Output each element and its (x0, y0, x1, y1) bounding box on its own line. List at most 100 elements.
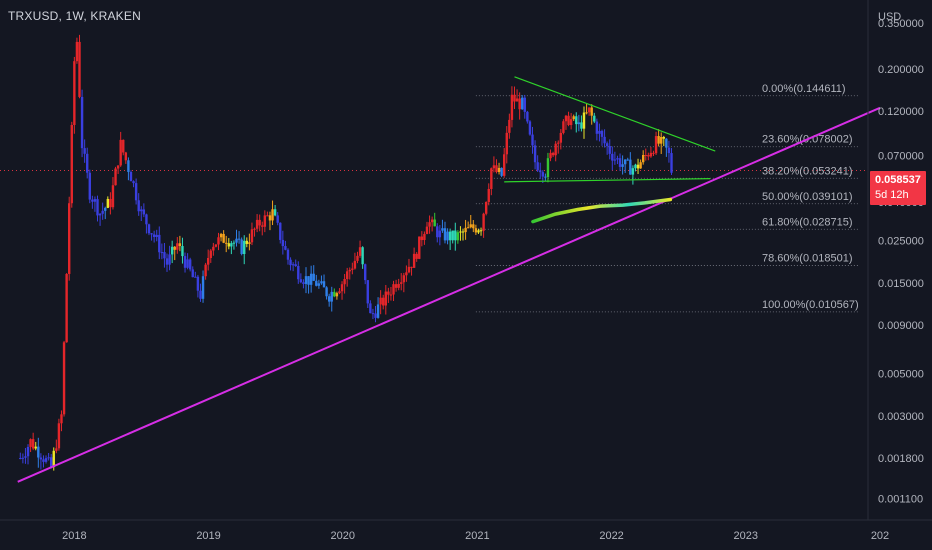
candle-body (230, 243, 233, 247)
candle-body (423, 233, 426, 241)
y-tick-label[interactable]: 0.070000 (878, 151, 924, 163)
candle-body (106, 198, 110, 208)
candle-body (536, 162, 539, 171)
candle-body (114, 168, 117, 186)
candle-body (170, 246, 174, 255)
candle-body (165, 258, 169, 265)
candle-body (577, 122, 581, 125)
candle-body (394, 284, 398, 288)
candle-body (616, 158, 619, 160)
x-tick-label[interactable]: 2023 (734, 530, 758, 542)
y-tick-label[interactable]: 0.001100 (878, 494, 923, 506)
candle-body (433, 219, 436, 227)
candle-body (567, 115, 570, 126)
y-tick-label[interactable]: 0.005000 (878, 369, 924, 381)
y-tick-label[interactable]: 0.025000 (878, 236, 924, 248)
trendlines[interactable] (17, 76, 881, 483)
fib-level-label: 78.60%(0.018501) (762, 253, 853, 265)
candle-body (188, 259, 192, 270)
candle-body (297, 266, 300, 280)
candle-body (626, 159, 629, 161)
x-tick-label[interactable]: 2022 (599, 530, 623, 542)
candle-body (623, 159, 627, 165)
candle-body (62, 342, 66, 415)
candle-body (580, 122, 583, 129)
x-tick-label[interactable]: 2019 (196, 530, 220, 542)
candle-body (119, 139, 122, 166)
candle-body (73, 61, 76, 126)
candle-body (227, 243, 230, 247)
candle-body (533, 145, 537, 163)
y-tick-label[interactable]: 0.350000 (878, 18, 924, 30)
trendline-triangle-bottom[interactable] (504, 178, 711, 183)
x-tick-label[interactable]: 202 (871, 530, 889, 542)
candle-body (389, 294, 393, 296)
candle-body (75, 41, 79, 62)
candle-body (96, 199, 99, 216)
candle-body (214, 244, 218, 247)
x-tick-label[interactable]: 2018 (62, 530, 86, 542)
candle-body (523, 97, 526, 112)
candle-body (454, 230, 457, 241)
candle-body (191, 269, 194, 278)
candle-body (590, 107, 593, 116)
candle-body (634, 164, 637, 169)
candle-body (495, 165, 498, 172)
y-tick-label[interactable]: 0.009000 (878, 320, 924, 332)
candle-body (294, 264, 297, 267)
candle-body (183, 256, 187, 268)
candle-body (55, 448, 58, 451)
y-tick-label[interactable]: 0.120000 (878, 106, 924, 118)
candle-body (140, 209, 143, 212)
candle-body (80, 96, 84, 149)
candle-body (343, 278, 346, 285)
candle-body (132, 181, 135, 184)
candle-body (595, 121, 599, 134)
y-tick-label[interactable]: 0.200000 (878, 64, 924, 76)
trendline-triangle-top[interactable] (514, 76, 716, 152)
candle-body (315, 280, 318, 286)
candle-body (451, 230, 454, 241)
candle-body (585, 112, 588, 114)
candle-body (487, 188, 490, 202)
candle-body (145, 214, 148, 225)
candle-body (186, 259, 189, 268)
candle-body (415, 253, 418, 259)
candle-body (644, 154, 647, 156)
candle-body (52, 450, 55, 468)
y-tick-label[interactable]: 0.015000 (878, 278, 924, 290)
candle-body (448, 231, 452, 241)
trendline-support[interactable] (17, 106, 881, 483)
candle-body (466, 227, 470, 229)
y-tick-label[interactable]: 0.001800 (878, 453, 924, 465)
candle-body (78, 41, 81, 97)
x-tick-label[interactable]: 2020 (331, 530, 355, 542)
candle-body (212, 246, 215, 251)
last-price-badge: 0.058537 5d 12h (870, 171, 926, 205)
x-tick-label[interactable]: 2021 (465, 530, 489, 542)
candle-body (263, 215, 267, 227)
candle-body (629, 159, 632, 175)
candle-body (384, 291, 387, 306)
candle-body (127, 160, 130, 172)
candle-body (261, 225, 264, 227)
candle-body (461, 231, 465, 233)
candle-body (309, 273, 313, 285)
candle-body (116, 165, 120, 169)
candle-body (291, 264, 295, 266)
fib-level-label: 0.00%(0.144611) (762, 83, 846, 95)
candle-body (158, 234, 161, 253)
candle-body (206, 257, 210, 265)
candle-body (42, 459, 45, 462)
candle-body (245, 240, 249, 244)
candle-body (562, 121, 565, 133)
candle-body (307, 276, 310, 285)
candle-body (237, 238, 241, 240)
y-tick-label[interactable]: 0.003000 (878, 411, 924, 423)
candle-body (147, 224, 151, 234)
candle-body (528, 121, 532, 135)
candle-body (219, 233, 223, 238)
candle-body (279, 222, 282, 240)
